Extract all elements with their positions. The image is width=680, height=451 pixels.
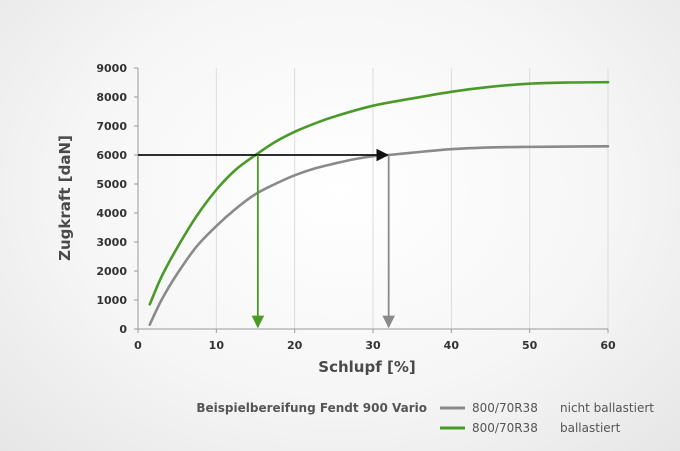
y-tick-labels: 0 1000 2000 3000 4000 5000 6000 7000 8000 9000 [96, 62, 138, 336]
y-tick-label-5000: 5000 [96, 178, 127, 191]
series-line-1 [148, 80, 610, 306]
y-tick-label-7000: 7000 [96, 120, 127, 133]
x-axis-title: Schlupf [%] [318, 358, 415, 376]
x-tick-label-20: 20 [287, 339, 303, 352]
x-tick-label-60: 60 [600, 339, 616, 352]
y-tick-label-0: 0 [119, 323, 127, 336]
series-lines [148, 80, 610, 326]
y-tick-label-1000: 1000 [96, 294, 127, 307]
legend-series-1-name: 800/70R38 [472, 421, 538, 435]
legend: Beispielbereifung Fendt 900 Vario 800/70… [196, 401, 654, 435]
y-tick-label-4000: 4000 [96, 207, 127, 220]
legend-series-0-status: nicht ballastiert [560, 401, 654, 415]
x-tick-label-30: 30 [365, 339, 381, 352]
x-tick-label-40: 40 [444, 339, 460, 352]
annotation-arrows [138, 148, 395, 329]
series-line-0 [148, 145, 610, 326]
x-tick-label-0: 0 [134, 339, 142, 352]
y-tick-label-6000: 6000 [96, 149, 127, 162]
legend-series-1-status: ballastiert [560, 421, 621, 435]
grid [215, 68, 609, 329]
y-tick-label-8000: 8000 [96, 91, 127, 104]
legend-series-0-name: 800/70R38 [472, 401, 538, 415]
y-tick-label-3000: 3000 [96, 236, 127, 249]
legend-heading: Beispielbereifung Fendt 900 Vario [196, 401, 427, 415]
y-tick-label-9000: 9000 [96, 62, 127, 75]
y-axis-title: Zugkraft [daN] [56, 135, 74, 261]
x-tick-label-50: 50 [522, 339, 538, 352]
y-tick-label-2000: 2000 [96, 265, 127, 278]
x-tick-labels: 0 10 20 30 40 50 60 [134, 329, 616, 352]
x-tick-label-10: 10 [209, 339, 225, 352]
